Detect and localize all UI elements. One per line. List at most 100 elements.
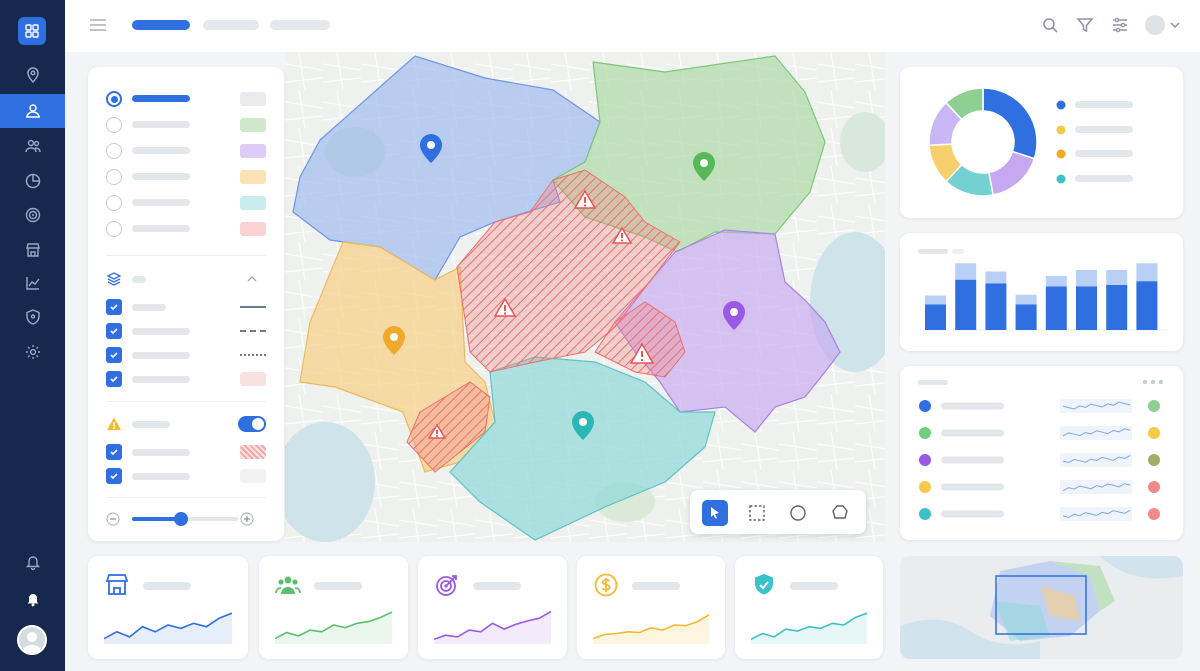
- zoom-in-icon[interactable]: [240, 512, 254, 526]
- radio-button[interactable]: [106, 195, 122, 211]
- avatar[interactable]: [1145, 15, 1165, 35]
- bar[interactable]: [1015, 304, 1037, 331]
- zone-option[interactable]: [106, 91, 266, 107]
- kpi-card-security[interactable]: [735, 556, 883, 659]
- radio-button[interactable]: [106, 117, 122, 133]
- hazard-header[interactable]: [106, 416, 266, 432]
- sidebar-item-targets[interactable]: [0, 198, 65, 232]
- zone-option[interactable]: [106, 169, 266, 185]
- layer-option[interactable]: [106, 323, 266, 339]
- layer-option[interactable]: [106, 347, 266, 363]
- warning-icon[interactable]: [493, 297, 517, 317]
- warning-icon[interactable]: [629, 342, 655, 364]
- donut-segment[interactable]: [982, 87, 1038, 160]
- sidebar-item-analytics[interactable]: [0, 164, 65, 198]
- chevron-down-icon[interactable]: [1169, 19, 1181, 31]
- list-item[interactable]: [919, 480, 1160, 494]
- map-canvas[interactable]: [285, 52, 885, 542]
- sliders-icon[interactable]: [1111, 16, 1129, 34]
- avatar[interactable]: [17, 625, 47, 655]
- overview-minimap[interactable]: [900, 556, 1183, 659]
- rectangle-select-button[interactable]: [744, 500, 770, 526]
- map-view[interactable]: [285, 52, 885, 542]
- hazard-zone[interactable]: [456, 169, 681, 373]
- hazard-option[interactable]: [106, 468, 266, 484]
- zoom-out-icon[interactable]: [106, 512, 120, 526]
- hazard-toggle[interactable]: [238, 416, 266, 432]
- zone-blue[interactable]: [292, 55, 601, 281]
- kpi-card-team[interactable]: [259, 556, 408, 659]
- radio-button[interactable]: [106, 169, 122, 185]
- sidebar-item-alerts[interactable]: [0, 545, 65, 579]
- bar[interactable]: [955, 279, 977, 330]
- sidebar-item-stores[interactable]: [0, 233, 65, 267]
- zone-pin-purple[interactable]: [723, 301, 745, 330]
- menu-icon[interactable]: [89, 18, 107, 32]
- checkbox[interactable]: [106, 323, 122, 339]
- sidebar-item-notifications[interactable]: [0, 582, 65, 616]
- warning-icon[interactable]: [573, 189, 597, 209]
- sidebar-item-locations[interactable]: [0, 58, 65, 92]
- tab-second[interactable]: [203, 20, 259, 30]
- zone-option[interactable]: [106, 221, 266, 237]
- sidebar-item-security[interactable]: [0, 300, 65, 334]
- warning-icon[interactable]: [427, 423, 447, 439]
- donut-segment[interactable]: [987, 150, 1036, 196]
- bar[interactable]: [1136, 281, 1158, 330]
- list-item[interactable]: [919, 399, 1160, 413]
- zone-pin-blue[interactable]: [420, 134, 442, 163]
- zone-teal[interactable]: [449, 356, 716, 541]
- bar[interactable]: [1045, 286, 1067, 331]
- zone-option[interactable]: [106, 143, 266, 159]
- checkbox[interactable]: [106, 468, 122, 484]
- radio-button[interactable]: [106, 91, 122, 107]
- list-item[interactable]: [919, 453, 1160, 467]
- search-icon[interactable]: [1041, 16, 1059, 34]
- bar[interactable]: [985, 283, 1007, 331]
- zone-pin-green[interactable]: [693, 152, 715, 181]
- donut-chart[interactable]: [928, 87, 1038, 197]
- hazard-option[interactable]: [106, 444, 266, 460]
- sidebar-item-trends[interactable]: [0, 266, 65, 300]
- kpi-card-targets[interactable]: [418, 556, 567, 659]
- checkbox[interactable]: [106, 371, 122, 387]
- zone-pin-orange[interactable]: [383, 326, 405, 355]
- chevron-up-icon[interactable]: [246, 274, 258, 284]
- sidebar-item-settings[interactable]: [0, 335, 65, 369]
- filter-icon[interactable]: [1076, 16, 1094, 34]
- tab-active[interactable]: [132, 20, 190, 30]
- radio-button[interactable]: [106, 143, 122, 159]
- zone-pin-teal[interactable]: [572, 411, 594, 440]
- list-item[interactable]: [919, 426, 1160, 440]
- checkbox[interactable]: [106, 299, 122, 315]
- layer-option[interactable]: [106, 299, 266, 315]
- list-item[interactable]: [919, 507, 1160, 521]
- bar[interactable]: [925, 304, 946, 331]
- grid-icon[interactable]: [18, 17, 46, 45]
- donut-segment[interactable]: [944, 87, 984, 121]
- slider-handle[interactable]: [174, 512, 188, 526]
- warning-icon[interactable]: [611, 226, 633, 244]
- circle-select-button[interactable]: [785, 500, 811, 526]
- tab-third[interactable]: [270, 20, 330, 30]
- bar-chart[interactable]: [925, 263, 1158, 331]
- pointer-tool-button[interactable]: [702, 500, 728, 526]
- checkbox[interactable]: [106, 444, 122, 460]
- zone-option[interactable]: [106, 195, 266, 211]
- hazard-zone[interactable]: [594, 301, 686, 378]
- zone-option[interactable]: [106, 117, 266, 133]
- checkbox[interactable]: [106, 347, 122, 363]
- kpi-card-revenue[interactable]: [577, 556, 725, 659]
- sidebar-item-user-check[interactable]: [0, 94, 65, 128]
- bar[interactable]: [1106, 285, 1128, 330]
- layer-option[interactable]: [106, 371, 266, 387]
- hazard-zone[interactable]: [406, 381, 491, 473]
- zoom-slider[interactable]: [106, 511, 266, 527]
- radio-button[interactable]: [106, 221, 122, 237]
- viewport-frame[interactable]: [995, 575, 1087, 635]
- bar[interactable]: [1076, 286, 1097, 331]
- polygon-select-button[interactable]: [827, 500, 853, 526]
- kpi-card-stores[interactable]: [88, 556, 248, 659]
- layers-header[interactable]: [106, 271, 266, 287]
- sidebar-item-users[interactable]: [0, 129, 65, 163]
